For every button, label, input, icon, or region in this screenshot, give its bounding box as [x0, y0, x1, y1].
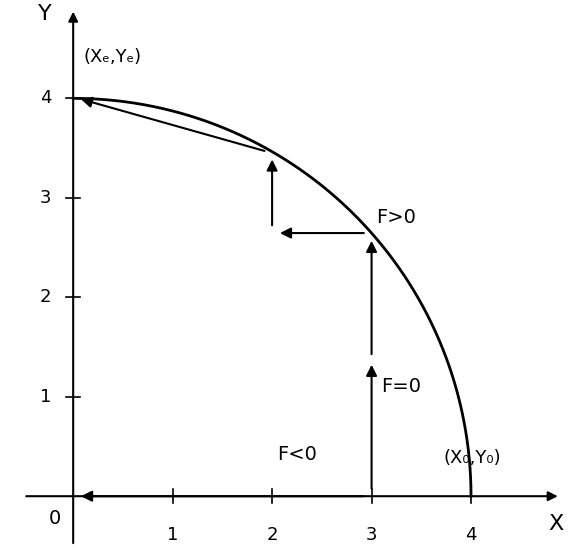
Text: F<0: F<0 [277, 445, 317, 464]
Text: Y: Y [39, 4, 52, 24]
Text: 2: 2 [40, 288, 51, 306]
Text: (X₀,Y₀): (X₀,Y₀) [443, 450, 501, 467]
Text: 2: 2 [266, 526, 278, 544]
Text: F=0: F=0 [381, 377, 422, 396]
Text: F>0: F>0 [377, 208, 416, 227]
Text: (Xₑ,Yₑ): (Xₑ,Yₑ) [83, 47, 141, 66]
Text: 1: 1 [167, 526, 178, 544]
Text: 4: 4 [465, 526, 477, 544]
Text: 0: 0 [49, 509, 61, 528]
Text: X: X [548, 514, 563, 534]
Text: 3: 3 [366, 526, 377, 544]
Text: 3: 3 [40, 189, 51, 207]
Text: 4: 4 [40, 89, 51, 107]
Text: 1: 1 [40, 388, 51, 406]
